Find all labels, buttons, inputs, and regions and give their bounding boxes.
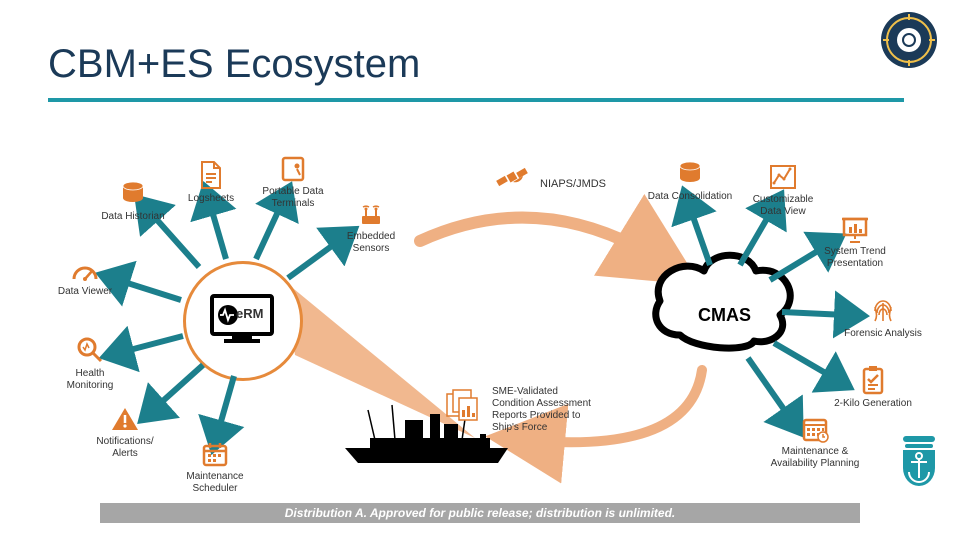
system-trend-label: System Trend Presentation	[810, 246, 900, 269]
data-viewer-node: Data Viewer	[40, 257, 130, 298]
data-consolidation-label: Data Consolidation	[645, 191, 735, 203]
forensic-analysis-label: Forensic Analysis	[838, 328, 928, 340]
notifications-alerts-label: Notifications/ Alerts	[80, 436, 170, 459]
cmas-label: CMAS	[698, 305, 751, 326]
satellite-node	[492, 160, 532, 199]
embedded-sensors-icon	[326, 200, 416, 228]
notifications-alerts-node: Notifications/ Alerts	[80, 405, 170, 459]
health-monitoring-node: Health Monitoring	[45, 335, 135, 391]
maintenance-scheduler-node: Maintenance Scheduler	[170, 440, 260, 494]
data-viewer-label: Data Viewer	[40, 286, 130, 298]
data-consolidation-node: Data Consolidation	[645, 160, 735, 203]
logsheets-node: Logsheets	[166, 160, 256, 205]
data-historian-icon	[88, 180, 178, 208]
customizable-data-view-node: Customizable Data View	[738, 163, 828, 217]
forensic-analysis-icon	[838, 295, 928, 325]
reports-label: SME-Validated Condition Assessment Repor…	[492, 386, 591, 434]
health-monitoring-label: Health Monitoring	[45, 368, 135, 391]
maint-avail-planning-icon	[770, 415, 860, 443]
erm-label: eRM	[236, 306, 263, 321]
customizable-data-view-label: Customizable Data View	[738, 194, 828, 217]
two-kilo-generation-icon	[828, 365, 918, 395]
erm-hub	[183, 261, 303, 381]
data-viewer-icon	[40, 257, 130, 283]
notifications-alerts-icon	[80, 405, 170, 433]
system-trend-icon	[810, 215, 900, 243]
two-kilo-generation-node: 2-Kilo Generation	[828, 365, 918, 410]
customizable-data-view-icon	[738, 163, 828, 191]
data-consolidation-icon	[645, 160, 735, 188]
reports-text: SME-Validated Condition Assessment Repor…	[492, 386, 591, 433]
embedded-sensors-node: Embedded Sensors	[326, 200, 416, 254]
page-title: CBM+ES Ecosystem	[48, 42, 420, 87]
forensic-analysis-node: Forensic Analysis	[838, 295, 928, 340]
maint-avail-planning-node: Maintenance & Availability Planning	[770, 415, 860, 469]
portable-data-terminals-label: Portable Data Terminals	[248, 186, 338, 209]
two-kilo-generation-label: 2-Kilo Generation	[828, 398, 918, 410]
data-historian-node: Data Historian	[88, 180, 178, 223]
portable-data-terminals-icon	[248, 155, 338, 183]
title-rule	[48, 98, 904, 102]
maintenance-scheduler-label: Maintenance Scheduler	[170, 471, 260, 494]
health-monitoring-icon	[45, 335, 135, 365]
anchor-shield-icon	[895, 434, 943, 497]
data-historian-label: Data Historian	[88, 211, 178, 223]
satellite-icon	[495, 160, 529, 194]
maint-avail-planning-label: Maintenance & Availability Planning	[770, 446, 860, 469]
system-trend-node: System Trend Presentation	[810, 215, 900, 269]
logsheets-label: Logsheets	[166, 193, 256, 205]
reports-icon	[445, 388, 485, 426]
embedded-sensors-label: Embedded Sensors	[326, 231, 416, 254]
distribution-bar: Distribution A. Approved for public rele…	[100, 503, 860, 523]
arrow-erm-to-cmas	[420, 218, 660, 260]
maintenance-scheduler-icon	[170, 440, 260, 468]
reports-node	[445, 388, 485, 431]
logsheets-icon	[166, 160, 256, 190]
portable-data-terminals-node: Portable Data Terminals	[248, 155, 338, 209]
satellite-label: NIAPS/JMDS	[540, 178, 606, 190]
org-logo	[877, 8, 941, 77]
